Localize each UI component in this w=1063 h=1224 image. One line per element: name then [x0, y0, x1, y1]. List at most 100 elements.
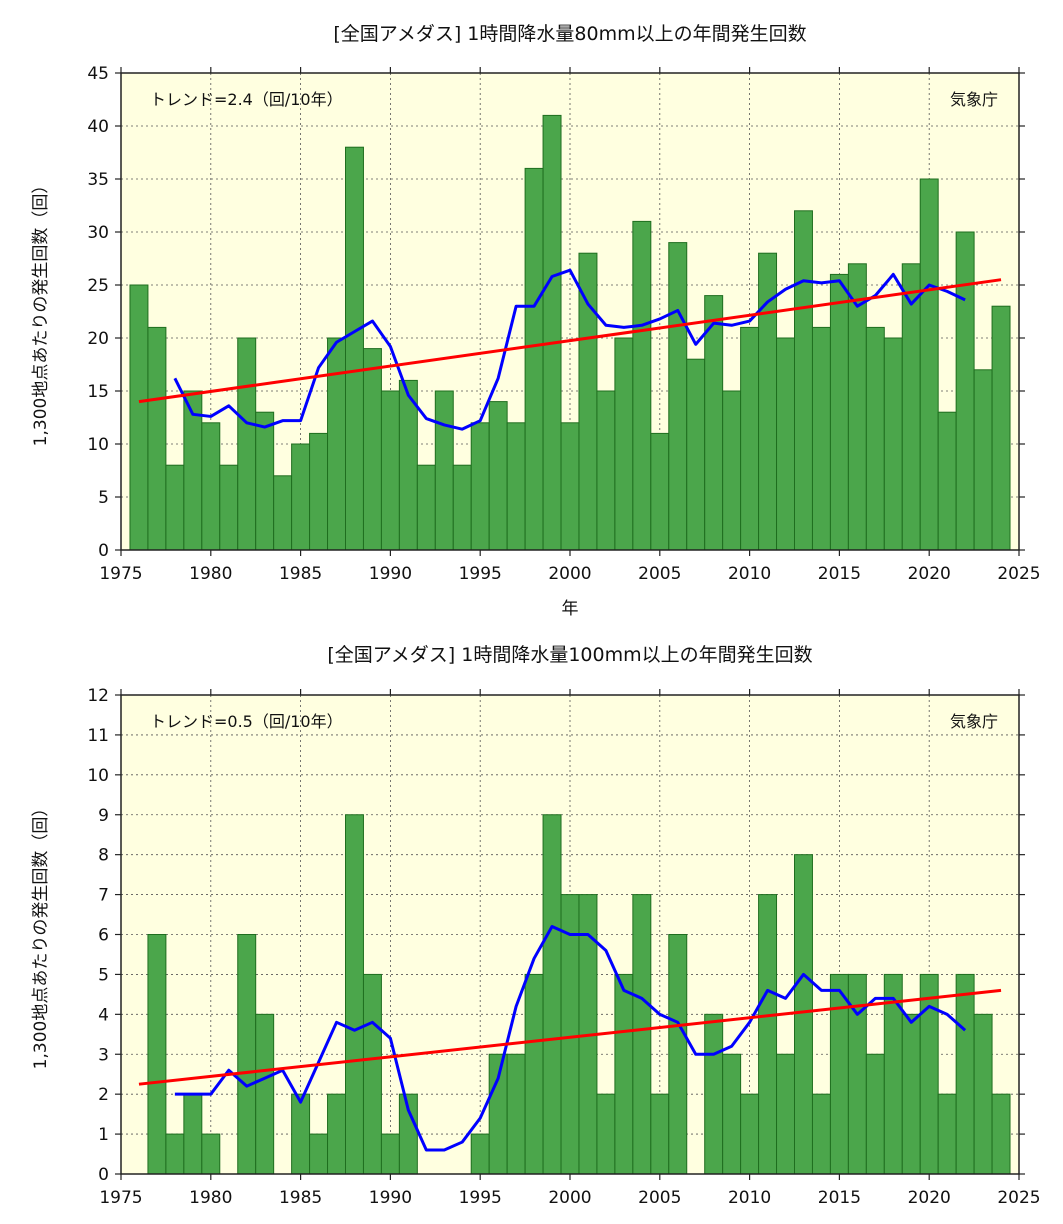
y-tick-label: 30: [87, 223, 109, 243]
bar: [255, 1013, 275, 1175]
y-tick-label: 7: [98, 886, 109, 906]
bar: [380, 1133, 400, 1175]
bar: [165, 464, 185, 551]
bar: [542, 814, 562, 1175]
bar: [506, 1053, 526, 1175]
bar: [488, 401, 508, 551]
bar: [668, 242, 688, 551]
bar: [560, 894, 580, 1175]
bar: [596, 1093, 616, 1175]
line-series: [138, 925, 1002, 1152]
x-tick-label: 1985: [279, 1188, 322, 1208]
bar: [704, 1013, 724, 1175]
x-tick-label: 2005: [638, 564, 681, 584]
trend-label: トレンド=0.5（回/10年）: [150, 712, 343, 731]
x-tick-label: 2020: [908, 1188, 951, 1208]
y-tick-label: 8: [98, 846, 109, 866]
bar: [937, 411, 957, 551]
x-tick-label: 1985: [279, 564, 322, 584]
bar: [901, 1013, 921, 1175]
y-tick-label: 1: [98, 1125, 109, 1145]
y-tick-label: 10: [87, 435, 109, 455]
x-tick-label: 2025: [997, 564, 1040, 584]
bar: [901, 263, 921, 551]
bar: [883, 337, 903, 551]
x-axis-label: 年: [562, 599, 579, 619]
bar: [578, 252, 598, 551]
x-tick-label: 1975: [99, 1188, 142, 1208]
bar: [722, 1053, 742, 1175]
bar: [919, 178, 939, 551]
x-tick-label: 1975: [99, 564, 142, 584]
bar: [524, 973, 544, 1175]
y-axis-label: 1,300地点あたりの発生回数（回）: [31, 800, 51, 1070]
bar: [596, 390, 616, 551]
bar: [650, 432, 670, 551]
bar: [829, 273, 849, 551]
y-tick-label: 25: [87, 276, 109, 296]
x-tick-label: 2010: [728, 1188, 771, 1208]
bar: [201, 1133, 221, 1175]
x-tick-label: 2015: [818, 1188, 861, 1208]
bar: [650, 1093, 670, 1175]
y-tick-label: 5: [98, 488, 109, 508]
bar: [740, 1093, 760, 1175]
bar: [794, 854, 813, 1175]
y-tick-label: 15: [87, 382, 109, 402]
y-tick-label: 12: [87, 686, 109, 706]
bar: [955, 973, 975, 1175]
x-tick-label: 1995: [459, 564, 502, 584]
bar: [183, 1093, 203, 1175]
bar: [470, 422, 490, 551]
bar: [722, 390, 742, 551]
y-tick-label: 11: [87, 726, 109, 746]
bar: [291, 443, 311, 551]
x-tick-label: 1990: [369, 564, 412, 584]
y-tick-label: 9: [98, 806, 109, 826]
moving-average-line: [173, 268, 966, 431]
line-series: [138, 268, 1002, 431]
bar: [327, 1093, 347, 1175]
bar: [237, 337, 257, 551]
bar: [794, 210, 813, 551]
bar: [219, 464, 239, 551]
bar: [362, 348, 382, 551]
y-tick-label: 6: [98, 926, 109, 946]
x-tick-label: 2025: [997, 1188, 1040, 1208]
chart-title: [全国アメダス] 1時間降水量100mm以上の年間発生回数: [327, 644, 812, 666]
x-tick-label: 1990: [369, 1188, 412, 1208]
bar: [147, 326, 167, 551]
bar: [668, 934, 688, 1175]
bar: [991, 305, 1011, 551]
bar: [273, 475, 293, 551]
bar: [758, 894, 778, 1175]
bar: [165, 1133, 185, 1175]
bar: [614, 337, 634, 551]
bar: [632, 894, 652, 1175]
bar: [237, 934, 257, 1175]
bar: [291, 1093, 311, 1175]
bar: [434, 390, 454, 551]
bar: [776, 337, 795, 551]
x-tick-label: 2020: [908, 564, 951, 584]
bar: [973, 369, 993, 551]
y-tick-label: 5: [98, 965, 109, 985]
bar: [560, 422, 580, 551]
y-tick-label: 3: [98, 1045, 109, 1065]
source-label: 気象庁: [950, 90, 998, 109]
bar: [829, 973, 849, 1175]
y-tick-label: 35: [87, 170, 109, 190]
x-tick-label: 1980: [189, 564, 232, 584]
bar: [811, 1093, 831, 1175]
bar: [955, 231, 975, 551]
bar: [865, 1053, 885, 1175]
x-tick-label: 2000: [548, 1188, 591, 1208]
bar: [327, 337, 347, 551]
y-tick-label: 0: [98, 1165, 109, 1185]
bar: [309, 432, 329, 551]
